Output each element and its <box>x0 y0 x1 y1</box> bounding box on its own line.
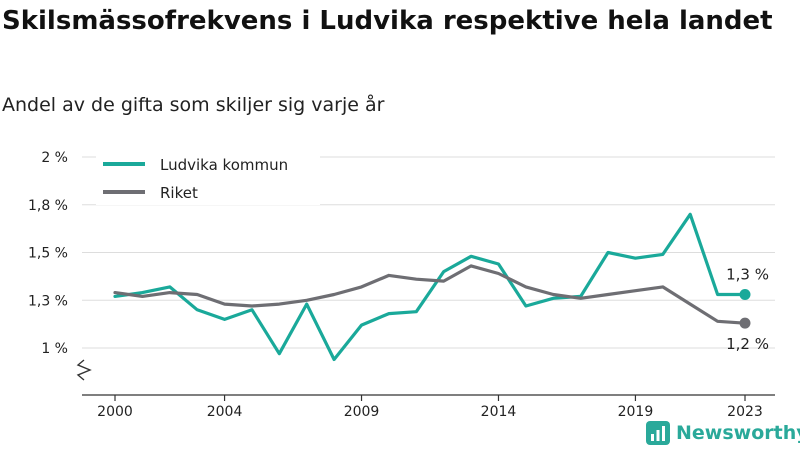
y-tick-label: 2 % <box>41 150 68 166</box>
legend-label-riket: Riket <box>160 184 198 202</box>
x-tick-label: 2014 <box>481 404 517 420</box>
x-tick-label: 2019 <box>618 404 654 420</box>
y-tick-label: 1 % <box>41 341 68 357</box>
x-tick-label: 2004 <box>207 404 243 420</box>
newsworthy-brand-name: Newsworthy <box>676 422 800 444</box>
y-tick-label: 1,5 % <box>28 246 68 262</box>
newsworthy-brand: Newsworthy <box>646 419 800 447</box>
series-line-riket <box>113 264 747 325</box>
end-point-riket <box>739 317 751 329</box>
legend-background <box>96 147 320 205</box>
axis-break-icon <box>76 359 92 381</box>
x-tick-label: 2023 <box>727 404 763 420</box>
legend-label-ludvika: Ludvika kommun <box>160 156 288 174</box>
y-tick-label: 1,8 % <box>28 198 68 214</box>
end-label-ludvika: 1,3 % <box>726 266 769 284</box>
y-tick-label: 1,3 % <box>28 293 68 309</box>
x-tick-label: 2000 <box>97 404 133 420</box>
end-label-riket: 1,2 % <box>726 335 769 353</box>
series-lines <box>113 212 751 362</box>
legend: Ludvika kommun Riket <box>96 147 320 205</box>
x-tick-label: 2009 <box>344 404 380 420</box>
newsworthy-logo-icon <box>646 421 670 445</box>
series-line-ludvika <box>113 212 747 362</box>
end-point-ludvika <box>739 289 751 301</box>
chart-title: Skilsmässofrekvens i Ludvika respektive … <box>2 6 773 36</box>
chart-subtitle: Andel av de gifta som skiljer sig varje … <box>2 94 385 116</box>
x-axis: 2000 2004 2009 2014 2019 2023 <box>76 359 775 420</box>
end-labels: 1,3 % 1,2 % <box>726 266 769 354</box>
